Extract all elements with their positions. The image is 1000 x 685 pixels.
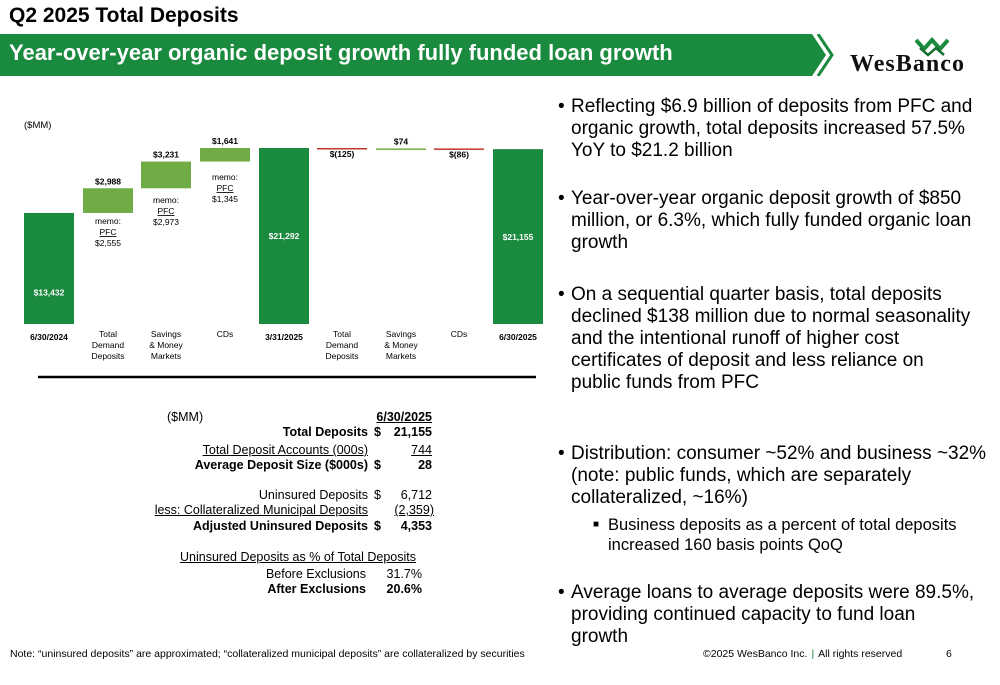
bullet-item: • On a sequential quarter basis, total de… (558, 284, 971, 393)
data-label: $13,432 (34, 287, 65, 297)
pct-row-value: 20.6% (386, 582, 422, 596)
memo-label: memo: (95, 216, 121, 226)
memo-label: PFC (217, 183, 234, 193)
category-label: Deposits (325, 351, 358, 361)
page-number: 6 (946, 648, 952, 660)
table-row-label: Total Deposit Accounts (000s) (202, 443, 368, 457)
bullet-dot-icon: • (558, 284, 565, 305)
category-label: Demand (326, 340, 358, 350)
table-row-label: Total Deposits (282, 425, 368, 439)
table-row-value: 744 (411, 443, 432, 457)
copyright-text: ©2025 WesBanco Inc. (703, 648, 808, 660)
logo-chevron-icon (914, 36, 950, 57)
category-label: 6/30/2024 (30, 332, 68, 342)
table-row-value: 21,155 (393, 425, 432, 439)
table-row-currency: $ (374, 458, 381, 472)
memo-label: $2,555 (95, 238, 121, 248)
table-row-label: less: Collateralized Municipal Deposits (154, 503, 368, 517)
data-label: $1,641 (212, 136, 238, 146)
category-label: Markets (151, 351, 181, 361)
waterfall-bar (317, 148, 367, 150)
memo-label: $1,345 (212, 194, 238, 204)
waterfall-bar (83, 188, 133, 213)
memo-label: $2,973 (153, 217, 179, 227)
title-banner (0, 34, 834, 76)
waterfall-bar (493, 149, 543, 324)
table-row-currency: $ (374, 488, 381, 502)
table-date-header: 6/30/2025 (376, 410, 432, 424)
bullet-item: • Year-over-year organic deposit growth o… (558, 188, 972, 253)
category-label: & Money (384, 340, 418, 350)
data-label: $2,988 (95, 176, 121, 186)
bullet-item: • Reflecting $6.9 billion of deposits fro… (558, 96, 973, 161)
pct-row-label: Before Exclusions (265, 567, 366, 581)
sub-bullet-item: ■ Business deposits as a percent of total… (593, 516, 957, 554)
category-label: & Money (149, 340, 183, 350)
footnote: Note: “uninsured deposits” are approxima… (10, 648, 525, 660)
table-row-label: Adjusted Uninsured Deposits (192, 519, 368, 533)
deposits-waterfall-chart: ($MM) $13,4326/30/2024$2,988TotalDemandD… (24, 120, 543, 379)
bullet-item: • Average loans to average deposits were … (558, 582, 975, 647)
bullet-dot-icon: • (558, 582, 565, 603)
memo-label: PFC (158, 206, 175, 216)
copyright: ©2025 WesBanco Inc. | All rights reserved (703, 648, 902, 660)
data-label: $(86) (449, 149, 469, 159)
data-label: $3,231 (153, 150, 179, 160)
rights-text: All rights reserved (818, 648, 903, 660)
waterfall-bar (200, 148, 250, 162)
footer-separator: | (811, 648, 815, 660)
table-row-value: (2,359) (394, 503, 434, 517)
waterfall-bar (24, 212, 74, 324)
square-bullet-icon: ■ (593, 519, 600, 530)
memo-label: memo: (212, 172, 238, 182)
bullet-dot-icon: • (558, 443, 565, 464)
chart-unit-label: ($MM) (24, 120, 51, 131)
waterfall-bar (434, 148, 484, 150)
table-row-currency: $ (374, 519, 381, 533)
logo-wordmark: WesBanco (850, 51, 964, 76)
category-label: Savings (386, 329, 416, 339)
category-label: Savings (151, 329, 181, 339)
category-label: CDs (451, 329, 468, 339)
bullet-dot-icon: • (558, 188, 565, 209)
category-label: Total (99, 329, 117, 339)
category-label: 3/31/2025 (265, 332, 303, 342)
memo-label: memo: (153, 195, 179, 205)
bullet-item: • Distribution: consumer ~52% and busines… (558, 443, 987, 508)
category-label: Markets (386, 351, 416, 361)
table-row-value: 4,353 (400, 519, 432, 533)
wesbanco-logo: WesBanco (850, 36, 964, 76)
waterfall-bar (376, 148, 426, 150)
pct-header: Uninsured Deposits as % of Total Deposit… (180, 550, 416, 564)
pct-row-label: After Exclusions (267, 582, 366, 596)
category-label: CDs (217, 329, 234, 339)
banner-headline: Year-over-year organic deposit growth fu… (9, 40, 673, 65)
bullet-dot-icon: • (558, 96, 565, 117)
waterfall-bar (259, 148, 309, 324)
table-row-label: Average Deposit Size ($000s) (194, 458, 368, 472)
category-label: 6/30/2025 (499, 332, 537, 342)
table-row-currency: $ (374, 425, 381, 439)
category-label: Total (333, 329, 351, 339)
category-label: Demand (92, 340, 124, 350)
category-label: Deposits (91, 351, 124, 361)
table-unit-label: ($MM) (167, 410, 204, 424)
data-label: $21,292 (269, 231, 300, 241)
table-row-value: 6,712 (400, 488, 432, 502)
pct-row-value: 31.7% (386, 567, 422, 581)
data-label: $74 (394, 136, 408, 146)
table-row-label: Uninsured Deposits (258, 488, 368, 502)
page-title: Q2 2025 Total Deposits (9, 4, 239, 27)
memo-label: PFC (100, 227, 117, 237)
data-label: $(125) (330, 149, 355, 159)
waterfall-bar (141, 161, 191, 189)
data-label: $21,155 (503, 232, 534, 242)
table-row-value: 28 (418, 458, 432, 472)
chart-bars: $13,4326/30/2024$2,988TotalDemandDeposit… (24, 136, 543, 361)
